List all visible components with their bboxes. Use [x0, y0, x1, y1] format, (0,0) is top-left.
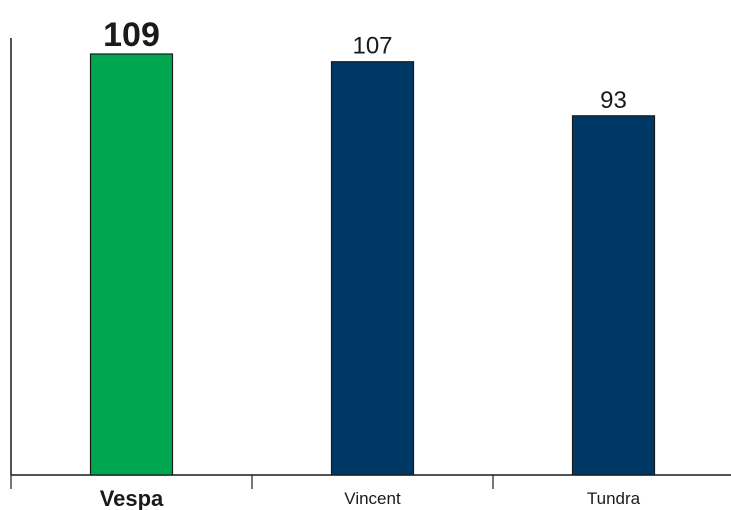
x-axis-ticks	[10, 475, 494, 489]
bars-group	[89, 53, 656, 476]
bar-tundra	[571, 115, 656, 476]
bar-vincent	[330, 61, 415, 476]
value-labels-group: 109 107 93	[103, 16, 627, 114]
value-label-vincent: 107	[352, 33, 392, 60]
category-labels-group: Vespa Vincent Tundra	[100, 486, 641, 510]
bar-vespa	[89, 53, 174, 476]
category-label-vespa: Vespa	[100, 486, 164, 510]
value-label-vespa: 109	[103, 16, 160, 54]
category-label-vincent: Vincent	[344, 489, 401, 508]
value-label-tundra: 93	[600, 87, 627, 114]
category-label-tundra: Tundra	[587, 489, 641, 508]
